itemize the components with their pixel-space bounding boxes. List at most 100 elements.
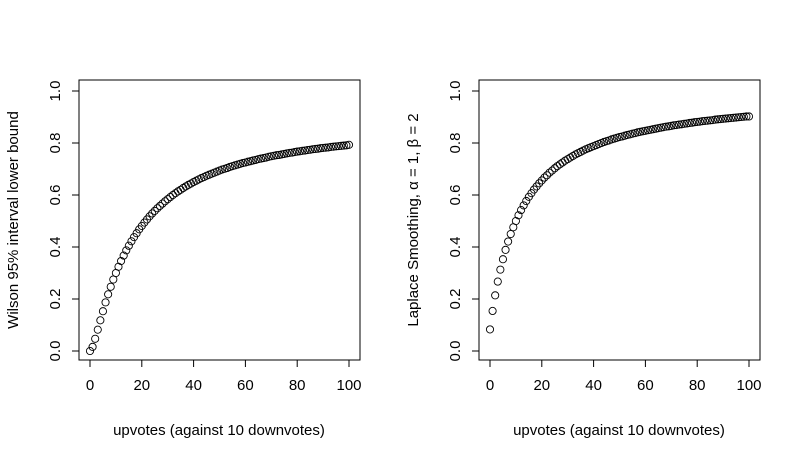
x-tick-label: 0 bbox=[86, 377, 94, 394]
data-point bbox=[540, 173, 549, 182]
data-point bbox=[101, 298, 110, 307]
data-point bbox=[145, 212, 154, 221]
x-tick-label: 60 bbox=[237, 377, 254, 394]
data-point bbox=[532, 182, 541, 191]
data-point bbox=[285, 148, 294, 157]
data-point bbox=[331, 142, 341, 151]
data-point bbox=[319, 143, 328, 152]
data-point bbox=[706, 116, 715, 125]
x-tick-label: 40 bbox=[185, 377, 202, 394]
x-tick-label: 100 bbox=[336, 377, 361, 394]
data-point bbox=[662, 122, 671, 131]
data-point bbox=[519, 201, 528, 210]
data-point bbox=[545, 168, 554, 177]
data-point bbox=[181, 182, 190, 191]
x-axis: 0 20 40 60 80 100 bbox=[486, 359, 762, 394]
data-point bbox=[548, 166, 557, 175]
data-point bbox=[711, 115, 720, 124]
data-point bbox=[161, 197, 170, 206]
data-point bbox=[719, 114, 728, 123]
data-point bbox=[742, 112, 751, 121]
laplace-plot-panel: 0 20 40 60 80 100 0.0 0.2 0.4 0.6 0.8 1.0 upvotes … bbox=[405, 79, 762, 439]
y-tick-label: 1.0 bbox=[447, 81, 464, 102]
data-point bbox=[488, 306, 497, 316]
data-point bbox=[716, 115, 725, 124]
y-tick-label: 0.4 bbox=[47, 237, 64, 258]
data-point bbox=[186, 179, 196, 188]
data-point bbox=[537, 176, 546, 185]
data-point bbox=[514, 211, 523, 220]
y-axis-label: Laplace Smoothing, α = 1, β = 2 bbox=[405, 113, 422, 326]
data-point bbox=[732, 113, 741, 122]
data-point bbox=[491, 291, 500, 300]
data-point bbox=[568, 151, 577, 161]
y-tick-label: 0.4 bbox=[447, 237, 464, 258]
data-point bbox=[339, 141, 348, 150]
data-point bbox=[744, 112, 754, 121]
data-point bbox=[163, 195, 172, 204]
data-point bbox=[127, 237, 136, 246]
data-points bbox=[85, 140, 354, 356]
data-point bbox=[542, 171, 552, 180]
y-tick-label: 0.2 bbox=[47, 289, 64, 310]
data-point bbox=[698, 117, 707, 126]
x-tick-label: 40 bbox=[585, 377, 602, 394]
y-tick-label: 1.0 bbox=[47, 81, 64, 102]
data-point bbox=[485, 325, 495, 334]
wilson-plot-panel: 0 20 40 60 80 100 0.0 0.2 0.4 0.6 0.8 1.0 upvotes … bbox=[5, 79, 362, 439]
data-point bbox=[124, 241, 133, 250]
data-point bbox=[550, 164, 559, 173]
data-point bbox=[106, 282, 115, 291]
y-tick-label: 0.0 bbox=[447, 341, 464, 362]
x-axis-label: upvotes (against 10 downvotes) bbox=[513, 422, 725, 439]
data-point bbox=[158, 199, 167, 208]
data-point bbox=[88, 342, 97, 351]
data-point bbox=[85, 346, 95, 356]
data-point bbox=[150, 206, 159, 215]
y-tick-label: 0.8 bbox=[47, 133, 64, 154]
data-point bbox=[119, 251, 128, 260]
y-tick-label: 0.8 bbox=[447, 133, 464, 154]
data-point bbox=[272, 151, 281, 160]
y-tick-label: 0.0 bbox=[47, 341, 64, 362]
data-point bbox=[566, 153, 575, 162]
data-point bbox=[96, 316, 105, 325]
data-point bbox=[703, 116, 712, 125]
data-point bbox=[334, 142, 343, 151]
data-points bbox=[485, 112, 754, 334]
data-point bbox=[535, 179, 544, 188]
y-axis: 0.0 0.2 0.4 0.6 0.8 1.0 bbox=[47, 81, 80, 362]
data-point bbox=[122, 246, 131, 255]
data-point bbox=[155, 201, 164, 210]
x-axis: 0 20 40 60 80 100 bbox=[86, 359, 362, 394]
data-point bbox=[337, 141, 346, 150]
data-point bbox=[713, 115, 722, 124]
data-point bbox=[737, 112, 746, 122]
data-point bbox=[321, 143, 330, 152]
x-tick-label: 20 bbox=[533, 377, 550, 394]
data-point bbox=[326, 142, 335, 151]
x-axis-label: upvotes (against 10 downvotes) bbox=[113, 422, 325, 439]
data-point bbox=[117, 256, 126, 266]
data-point bbox=[517, 206, 526, 215]
data-point bbox=[311, 144, 320, 154]
data-point bbox=[522, 196, 531, 206]
x-tick-label: 80 bbox=[289, 377, 306, 394]
y-axis: 0.0 0.2 0.4 0.6 0.8 1.0 bbox=[447, 81, 480, 362]
data-point bbox=[693, 117, 702, 126]
data-point bbox=[739, 112, 748, 121]
x-tick-label: 60 bbox=[637, 377, 654, 394]
data-point bbox=[303, 145, 312, 155]
x-tick-label: 0 bbox=[486, 377, 494, 394]
data-point bbox=[98, 307, 107, 316]
data-point bbox=[308, 145, 317, 154]
data-point bbox=[498, 255, 508, 264]
data-point bbox=[104, 290, 113, 299]
data-point bbox=[669, 121, 678, 130]
y-tick-label: 0.2 bbox=[447, 289, 464, 310]
data-point bbox=[93, 325, 102, 334]
data-point bbox=[344, 140, 354, 149]
y-tick-label: 0.6 bbox=[47, 185, 64, 206]
data-point bbox=[496, 265, 505, 274]
